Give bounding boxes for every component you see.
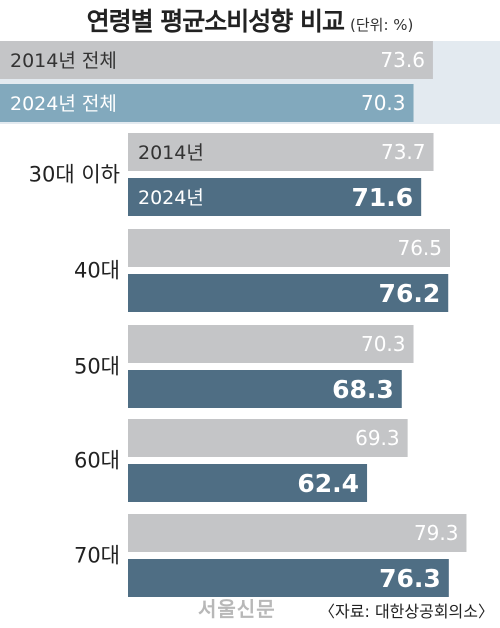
bar-total-2024 [0,84,414,122]
bar-group5-2014 [128,514,467,552]
unit-label: (단위: %) [350,16,414,34]
title-text: 연령별 평균소비성향 비교 [86,7,345,36]
category-label: 30대 이하 [29,163,120,187]
bar-group1-2014 [128,133,434,171]
category-label: 40대 [74,259,120,283]
data-label: 69.3 [355,426,400,450]
data-label: 73.6 [380,48,425,72]
bar-label: 2014년 [138,142,204,164]
data-label: 76.2 [379,279,441,308]
data-label: 68.3 [332,375,394,404]
data-label: 70.3 [361,91,406,115]
source-note: 〈자료: 대한상공회의소〉 [319,602,494,621]
bar-group5-2024 [128,559,449,597]
data-label: 73.7 [381,140,426,164]
bar-group3-2024 [128,370,402,408]
bar-label: 2024년 전체 [10,93,117,115]
data-label: 79.3 [414,521,459,545]
bar-label: 2014년 전체 [10,50,117,72]
category-label: 70대 [74,544,120,568]
bar-group3-2014 [128,325,414,363]
bar-group4-2014 [128,419,408,457]
chart-title: 연령별 평균소비성향 비교 (단위: %) [0,2,500,38]
bar-group2-2024 [128,274,449,312]
data-label: 70.3 [361,332,406,356]
category-label: 50대 [74,355,120,379]
bar-group2-2014 [128,229,450,267]
data-label: 76.5 [397,236,442,260]
data-label: 76.3 [379,564,441,593]
bar-label: 2024년 [138,187,204,209]
data-label: 62.4 [297,469,359,498]
watermark-logo: 서울신문 [198,597,276,621]
bar-total-2014 [0,41,433,79]
bar-group4-2024 [128,464,368,502]
category-label: 60대 [74,449,120,473]
bar-group1-2024 [128,178,422,216]
data-label: 71.6 [351,183,413,212]
